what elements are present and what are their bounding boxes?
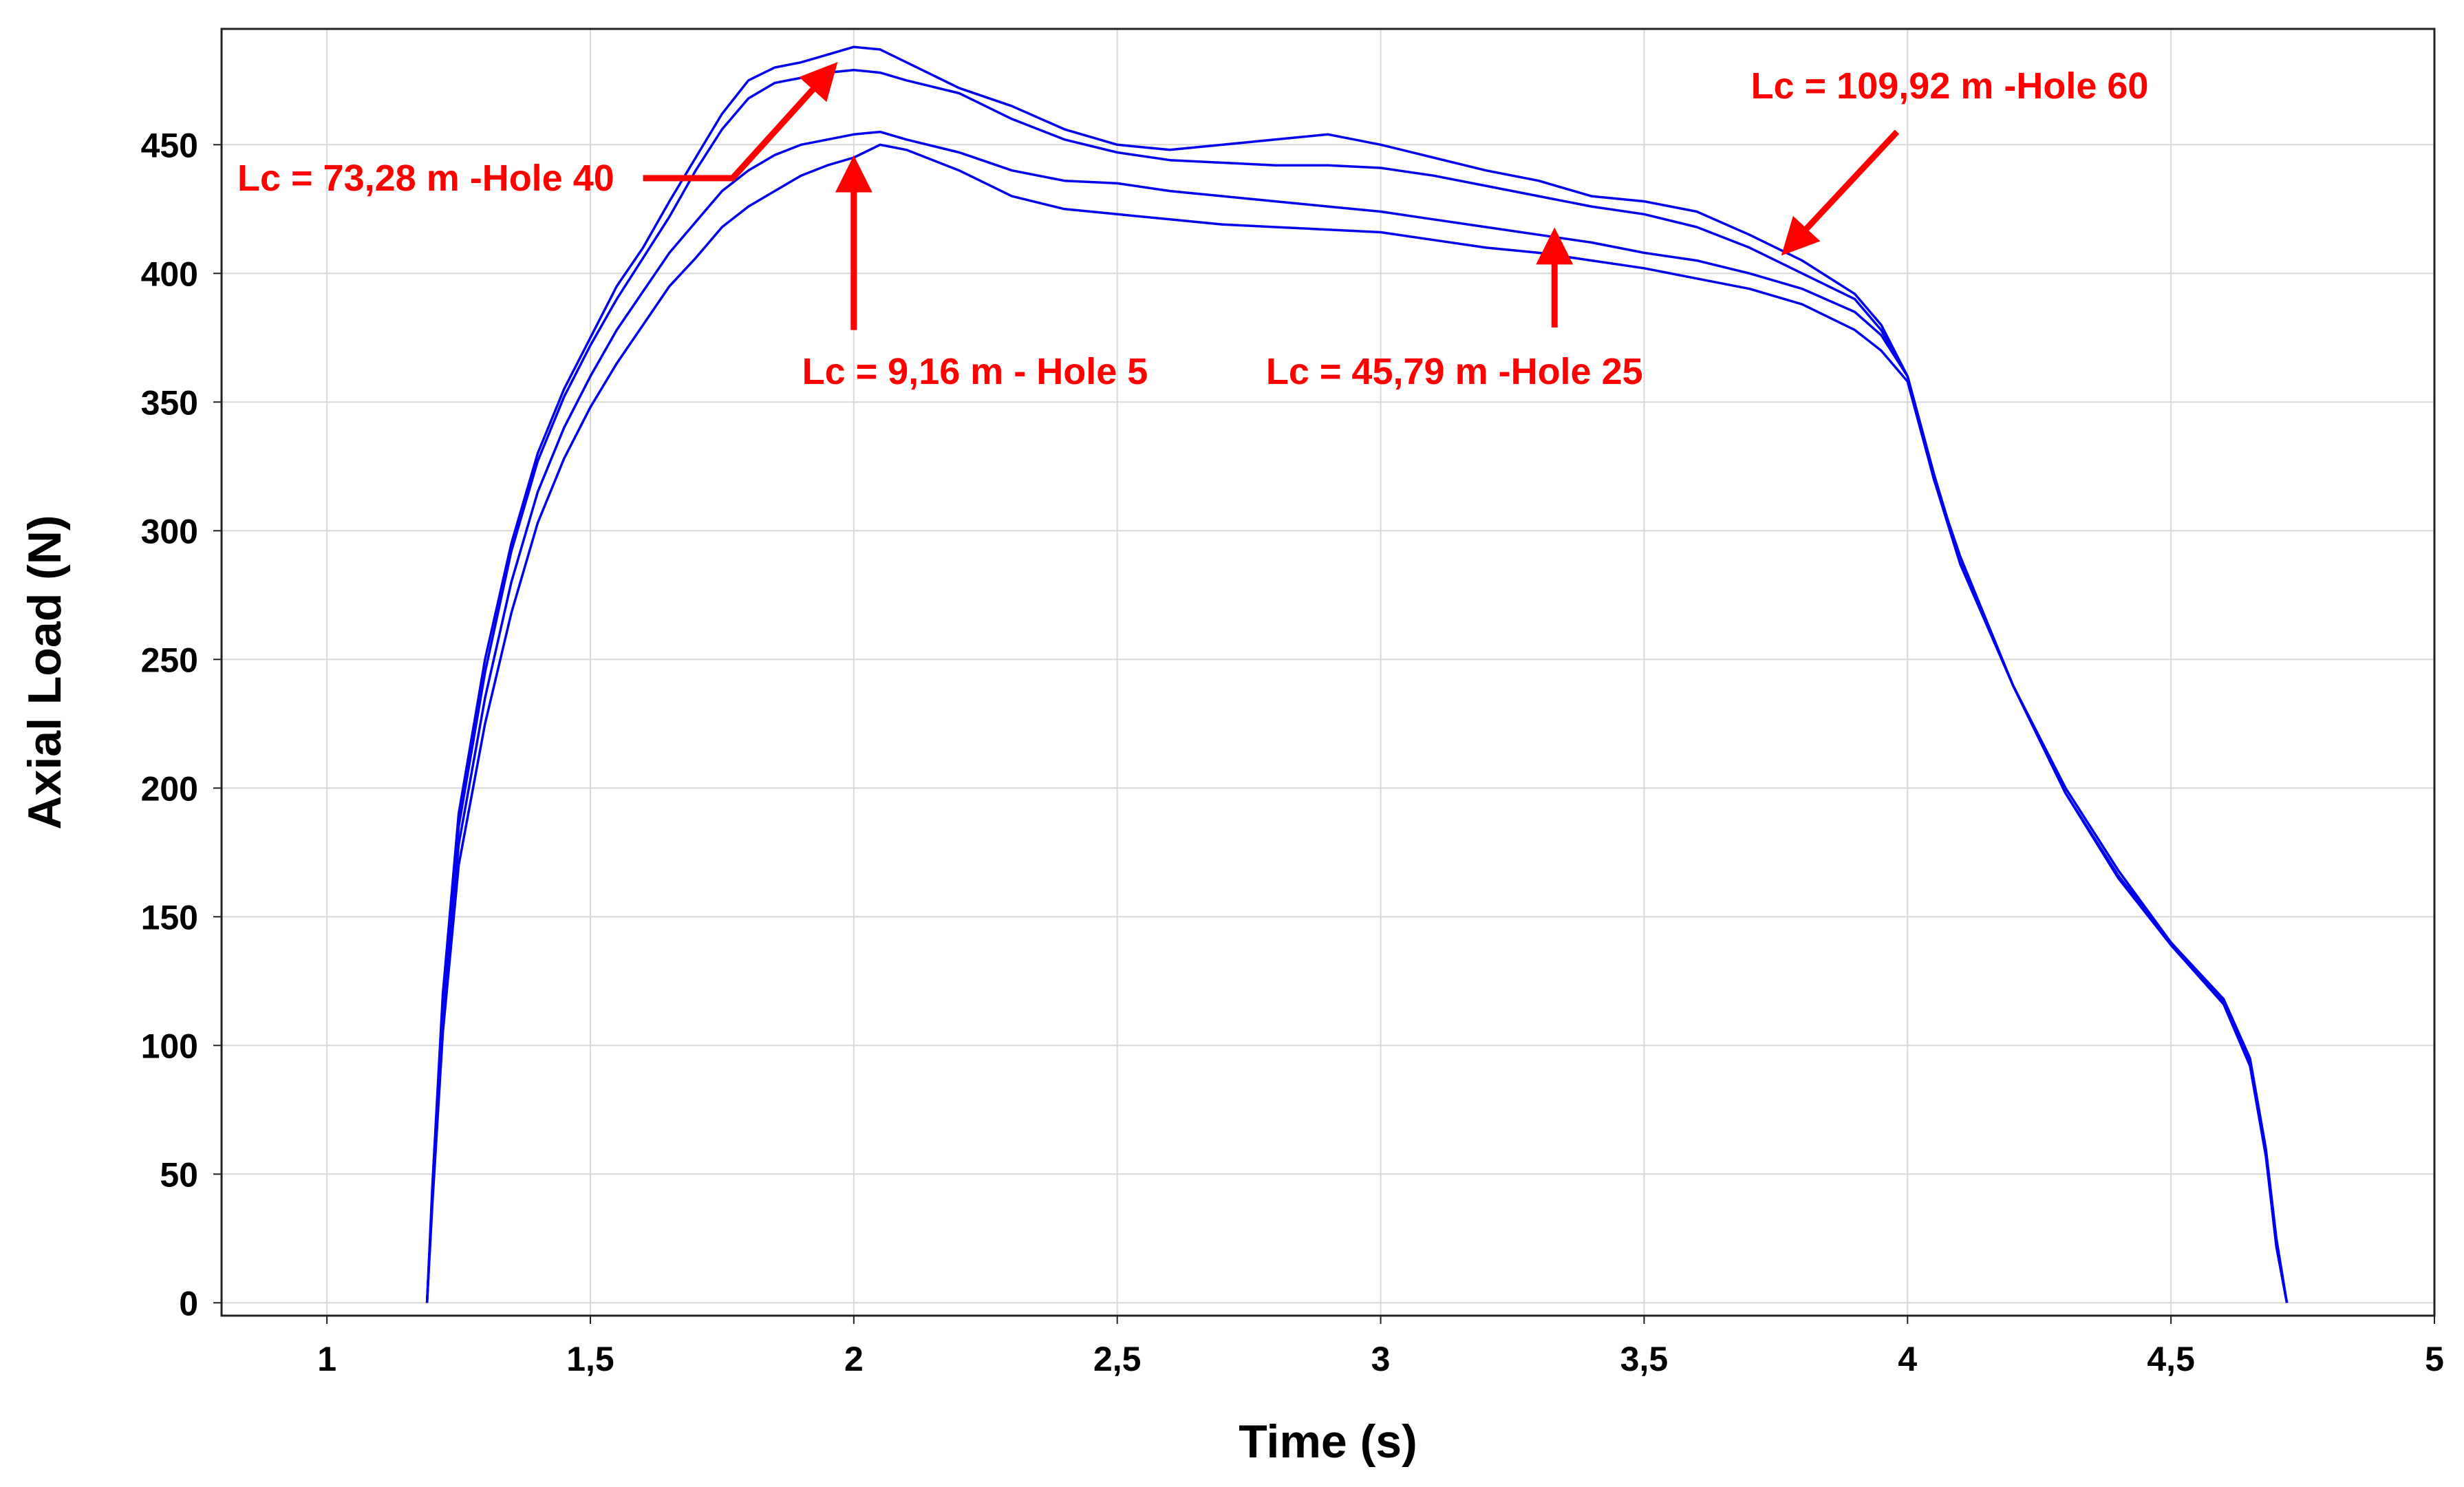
x-axis-ticks: 1 1,5 2 2,5 3 3,5 4 4,5 5 bbox=[317, 1316, 2444, 1378]
plot-area bbox=[220, 28, 2436, 1317]
y-axis-label: Axial Load (N) bbox=[19, 515, 71, 829]
annotation-label-hole-25: Lc = 45,79 m -Hole 25 bbox=[1266, 351, 1643, 392]
x-tick-label: 2 bbox=[844, 1340, 864, 1378]
annotation-arrow-hole-40 bbox=[643, 62, 838, 182]
y-tick-label: 100 bbox=[141, 1027, 198, 1065]
y-tick-label: 0 bbox=[179, 1284, 198, 1323]
series-line-3 bbox=[425, 143, 2289, 1303]
y-axis-ticks: 0 50 100 150 200 250 300 350 400 450 bbox=[141, 126, 222, 1323]
annotation-label-hole-40: Lc = 73,28 m -Hole 40 bbox=[237, 158, 614, 199]
annotation-hole-5: Lc = 9,16 m - Hole 5 bbox=[802, 155, 1148, 392]
x-tick-label: 4 bbox=[1898, 1340, 1917, 1378]
x-tick-label: 2,5 bbox=[1093, 1340, 1142, 1378]
annotation-label-hole-60: Lc = 109,92 m -Hole 60 bbox=[1751, 65, 2149, 107]
y-tick-label: 250 bbox=[141, 641, 198, 679]
annotation-arrow-hole-60 bbox=[1781, 129, 1900, 256]
x-tick-label: 3,5 bbox=[1620, 1340, 1669, 1378]
y-tick-label: 300 bbox=[141, 512, 198, 550]
x-tick-label: 5 bbox=[2425, 1340, 2444, 1378]
x-tick-label: 3 bbox=[1371, 1340, 1391, 1378]
y-tick-label: 350 bbox=[141, 383, 198, 422]
x-axis-label: Time (s) bbox=[1239, 1415, 1417, 1468]
y-tick-label: 400 bbox=[141, 255, 198, 293]
x-tick-label: 1,5 bbox=[566, 1340, 614, 1378]
annotation-label-hole-5: Lc = 9,16 m - Hole 5 bbox=[802, 351, 1148, 392]
y-tick-label: 450 bbox=[141, 126, 198, 164]
y-tick-label: 200 bbox=[141, 769, 198, 808]
y-tick-label: 150 bbox=[141, 898, 198, 937]
y-tick-label: 50 bbox=[160, 1155, 198, 1194]
annotation-hole-25: Lc = 45,79 m -Hole 25 bbox=[1266, 227, 1643, 392]
series-layer bbox=[425, 45, 2289, 1303]
x-tick-label: 4,5 bbox=[2147, 1340, 2195, 1378]
annotation-hole-60: Lc = 109,92 m -Hole 60 bbox=[1751, 65, 2149, 256]
annotation-hole-40: Lc = 73,28 m -Hole 40 bbox=[237, 62, 838, 199]
x-tick-label: 1 bbox=[317, 1340, 336, 1378]
